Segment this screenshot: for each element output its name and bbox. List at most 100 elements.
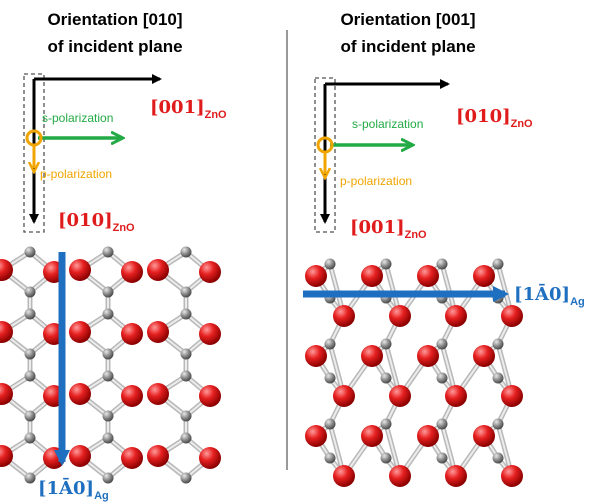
zinc-atom bbox=[102, 370, 114, 382]
zinc-atom bbox=[324, 418, 336, 430]
zinc-atom bbox=[380, 418, 392, 430]
zinc-atom bbox=[380, 372, 392, 384]
left-substrate-label: [1Ā0]Ag bbox=[38, 477, 109, 502]
zinc-atom bbox=[180, 472, 192, 484]
oxygen-atom bbox=[199, 261, 221, 283]
zinc-atom bbox=[102, 432, 114, 444]
zinc-atom bbox=[180, 286, 192, 298]
zinc-atom bbox=[24, 472, 36, 484]
right-incidence-point bbox=[316, 136, 334, 154]
left-axis-vertical-label: [010]ZnO bbox=[58, 210, 135, 234]
left-axis-horizontal-label: [001]ZnO bbox=[150, 97, 227, 121]
oxygen-atom bbox=[0, 259, 13, 281]
oxygen-atom bbox=[199, 447, 221, 469]
oxygen-atom bbox=[147, 259, 169, 281]
zinc-atom bbox=[180, 432, 192, 444]
oxygen-atom bbox=[417, 345, 439, 367]
oxygen-atom bbox=[445, 305, 467, 327]
oxygen-atom bbox=[501, 305, 523, 327]
zinc-atom bbox=[24, 348, 36, 360]
zinc-atom bbox=[324, 258, 336, 270]
zinc-atom bbox=[492, 372, 504, 384]
left-s-polarization-label: s-polarization bbox=[42, 111, 113, 125]
left-title-line1: Orientation [010] bbox=[47, 10, 182, 29]
oxygen-atom bbox=[199, 323, 221, 345]
zinc-atom bbox=[380, 452, 392, 464]
zinc-atom bbox=[24, 370, 36, 382]
zinc-atom bbox=[180, 348, 192, 360]
oxygen-atom bbox=[69, 321, 91, 343]
left-p-polarization-label: p-polarization bbox=[40, 167, 112, 181]
oxygen-atom bbox=[417, 425, 439, 447]
right-axis-horizontal-label: [010]ZnO bbox=[456, 106, 533, 130]
oxygen-atom bbox=[147, 321, 169, 343]
oxygen-atom bbox=[305, 265, 327, 287]
zinc-atom bbox=[102, 308, 114, 320]
oxygen-atom bbox=[361, 265, 383, 287]
zinc-atom bbox=[24, 286, 36, 298]
zinc-atom bbox=[436, 452, 448, 464]
oxygen-atom bbox=[361, 425, 383, 447]
zinc-atom bbox=[436, 418, 448, 430]
zinc-atom bbox=[24, 410, 36, 422]
zinc-atom bbox=[492, 258, 504, 270]
oxygen-atom bbox=[69, 259, 91, 281]
zinc-atom bbox=[492, 418, 504, 430]
zinc-atom bbox=[24, 432, 36, 444]
zinc-atom bbox=[102, 348, 114, 360]
zinc-atom bbox=[180, 308, 192, 320]
zinc-atom bbox=[436, 258, 448, 270]
zinc-atom bbox=[180, 410, 192, 422]
oxygen-atom bbox=[305, 425, 327, 447]
right-crystal-lattice bbox=[305, 258, 523, 487]
zinc-atom bbox=[324, 372, 336, 384]
zinc-atom bbox=[324, 338, 336, 350]
oxygen-atom bbox=[199, 385, 221, 407]
zinc-atom bbox=[102, 410, 114, 422]
zinc-atom bbox=[24, 246, 36, 258]
left-title-line2: of incident plane bbox=[47, 37, 182, 56]
left-crystal-lattice bbox=[0, 246, 221, 484]
oxygen-atom bbox=[69, 445, 91, 467]
right-substrate-label: [1Ā0]Ag bbox=[514, 283, 585, 308]
zinc-atom bbox=[324, 452, 336, 464]
oxygen-atom bbox=[0, 321, 13, 343]
oxygen-atom bbox=[121, 261, 143, 283]
oxygen-atom bbox=[501, 465, 523, 487]
zinc-atom bbox=[492, 452, 504, 464]
right-panel: Orientation [001] of incident plane s-po… bbox=[303, 10, 585, 487]
zinc-atom bbox=[380, 338, 392, 350]
oxygen-atom bbox=[0, 445, 13, 467]
oxygen-atom bbox=[417, 265, 439, 287]
oxygen-atom bbox=[333, 305, 355, 327]
zinc-atom bbox=[102, 472, 114, 484]
zinc-atom bbox=[102, 246, 114, 258]
oxygen-atom bbox=[445, 465, 467, 487]
right-p-polarization-label: p-polarization bbox=[340, 174, 412, 188]
oxygen-atom bbox=[121, 447, 143, 469]
oxygen-atom bbox=[445, 385, 467, 407]
zinc-atom bbox=[492, 338, 504, 350]
oxygen-atom bbox=[69, 383, 91, 405]
zinc-atom bbox=[24, 308, 36, 320]
oxygen-atom bbox=[147, 445, 169, 467]
zinc-atom bbox=[102, 286, 114, 298]
oxygen-atom bbox=[473, 265, 495, 287]
oxygen-atom bbox=[473, 425, 495, 447]
right-s-polarization-label: s-polarization bbox=[352, 117, 423, 131]
zinc-atom bbox=[180, 370, 192, 382]
oxygen-atom bbox=[389, 385, 411, 407]
right-title-line1: Orientation [001] bbox=[340, 10, 475, 29]
zinc-atom bbox=[436, 372, 448, 384]
oxygen-atom bbox=[361, 345, 383, 367]
oxygen-atom bbox=[333, 385, 355, 407]
oxygen-atom bbox=[147, 383, 169, 405]
left-panel: Orientation [010] of incident plane s-po… bbox=[0, 10, 227, 502]
right-title-line2: of incident plane bbox=[340, 37, 475, 56]
oxygen-atom bbox=[0, 383, 13, 405]
left-incidence-point bbox=[25, 129, 43, 147]
oxygen-atom bbox=[389, 465, 411, 487]
oxygen-atom bbox=[121, 385, 143, 407]
zinc-atom bbox=[180, 246, 192, 258]
